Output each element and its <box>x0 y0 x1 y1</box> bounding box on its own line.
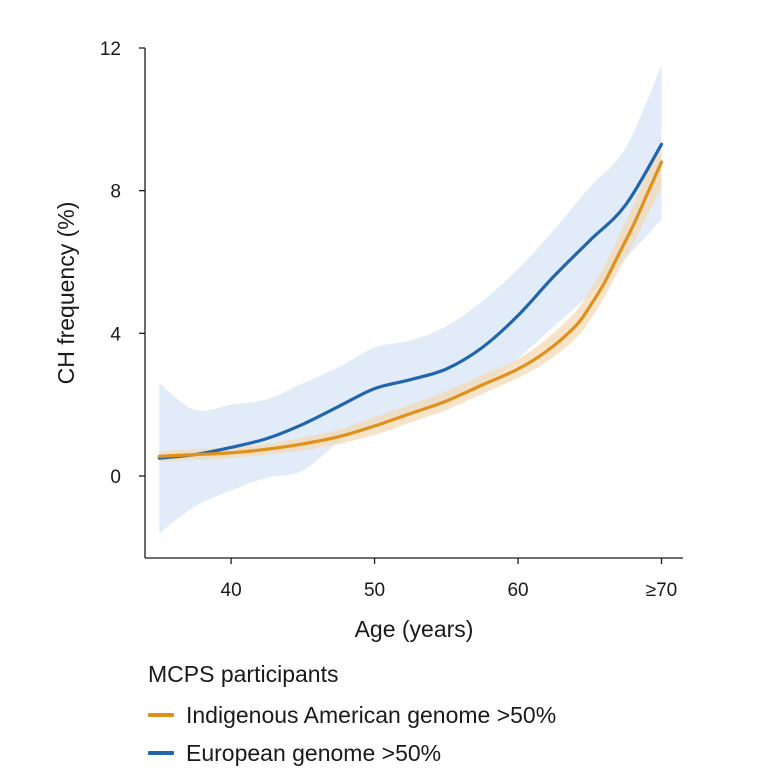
y-tick-label: 12 <box>100 39 121 60</box>
y-tick-label: 0 <box>110 467 121 488</box>
x-axis-title: Age (years) <box>355 616 474 642</box>
confidence-band-european <box>159 65 662 534</box>
x-tick-label: 40 <box>221 580 242 601</box>
y-tick-label: 8 <box>110 182 121 203</box>
series-line-european <box>157 142 664 460</box>
legend-title: MCPS participants <box>148 661 339 687</box>
series-line-indigenous <box>157 160 664 458</box>
y-axis-title: CH frequency (%) <box>53 202 79 385</box>
legend-label-indigenous: Indigenous American genome >50% <box>186 702 557 728</box>
legend-label-european: European genome >50% <box>186 740 442 766</box>
y-ticks: 0 4 8 12 <box>100 39 145 488</box>
x-tick-label: ≥70 <box>646 580 678 601</box>
legend-item-european: European genome >50% <box>148 734 556 772</box>
series-lines <box>157 142 664 460</box>
legend-item-indigenous: Indigenous American genome >50% <box>148 696 556 734</box>
x-tick-label: 50 <box>364 580 385 601</box>
confidence-bands <box>159 65 662 534</box>
legend-swatch-indigenous <box>148 713 174 717</box>
legend: MCPS participants Indigenous American ge… <box>148 658 556 772</box>
x-tick-label: 60 <box>507 580 528 601</box>
ch-frequency-chart: 0 4 8 12 40 50 60 ≥70 Age (years) CH frequency… <box>53 39 683 642</box>
axes <box>144 48 683 559</box>
legend-swatch-european <box>148 751 174 755</box>
y-tick-label: 4 <box>110 324 121 345</box>
x-ticks: 40 50 60 ≥70 <box>221 558 678 601</box>
